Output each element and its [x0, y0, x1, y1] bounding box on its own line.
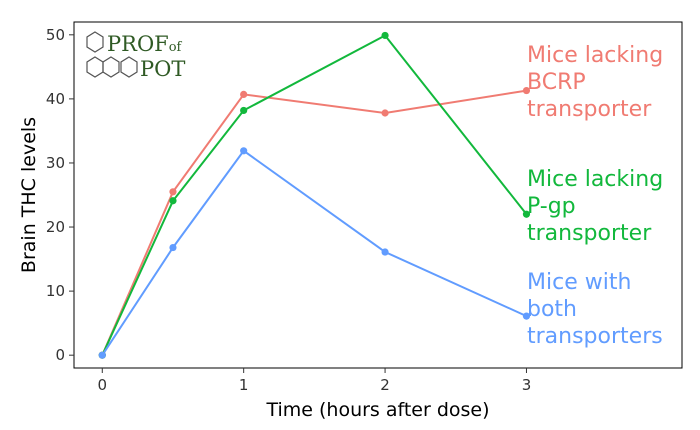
logo-line2: POT	[140, 57, 185, 81]
y-tick-label: 0	[55, 346, 65, 364]
series-label-2: Mice with both transporters	[527, 270, 663, 349]
hexagon-logo-icon	[86, 31, 138, 78]
plot-panel	[73, 21, 683, 369]
x-tick-label: 1	[239, 376, 249, 394]
logo: PROFof POT	[86, 31, 185, 81]
data-point	[522, 86, 531, 95]
svg-text:PROFof: PROFof	[107, 32, 183, 56]
y-tick-label: 30	[46, 154, 65, 172]
data-point	[169, 197, 177, 205]
series-label-line: P-gp	[527, 194, 576, 219]
y-axis: 0 10 20 30 40 50	[46, 26, 74, 364]
data-point	[98, 351, 106, 359]
series-points	[98, 31, 531, 359]
series-label-line: transporters	[527, 324, 663, 349]
x-tick-label: 0	[98, 376, 108, 394]
data-point	[381, 248, 389, 256]
y-tick-label: 40	[46, 90, 65, 108]
x-tick-label: 2	[380, 376, 390, 394]
data-point	[240, 147, 248, 155]
x-tick-label: 3	[522, 376, 532, 394]
series-label-line: Mice lacking	[527, 43, 663, 68]
data-point	[522, 312, 531, 320]
y-tick-label: 20	[46, 218, 65, 236]
data-point	[522, 210, 531, 218]
data-point	[169, 188, 177, 196]
data-point	[240, 90, 248, 99]
data-point	[381, 109, 389, 117]
logo-line1: PROF	[107, 32, 169, 56]
series-label-line: transporter	[527, 221, 652, 246]
series-label-line: transporter	[527, 97, 652, 122]
logo-line1-small: of	[169, 40, 183, 55]
y-axis-title: Brain THC levels	[18, 117, 40, 273]
series-label-line: BCRP	[527, 70, 586, 95]
data-point	[240, 106, 248, 115]
series-label-0: Mice lacking BCRP transporter	[527, 43, 663, 122]
y-tick-label: 50	[46, 26, 65, 44]
series-label-line: both	[527, 297, 577, 322]
data-point	[381, 31, 389, 40]
data-point	[169, 243, 177, 252]
series-label-line: Mice with	[527, 270, 631, 295]
x-axis-title: Time (hours after dose)	[265, 399, 489, 421]
y-tick-label: 10	[46, 282, 65, 300]
series-label-line: Mice lacking	[527, 167, 663, 192]
series-label-1: Mice lacking P-gp transporter	[527, 167, 663, 246]
x-axis: 0 1 2 3	[98, 368, 532, 394]
